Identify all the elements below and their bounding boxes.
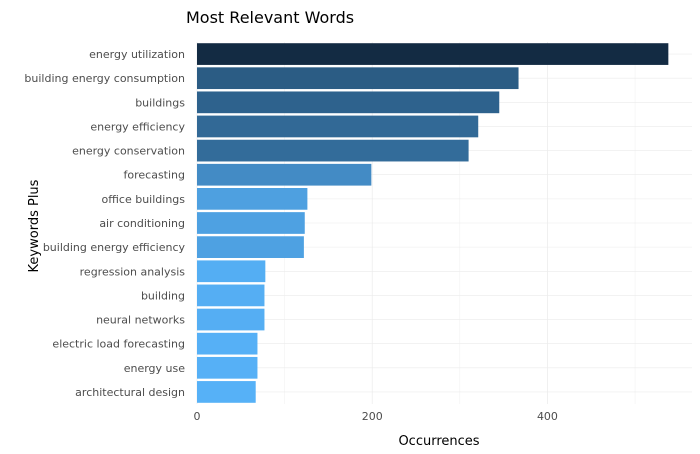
x-tick-labels: 0 200 400 (194, 410, 558, 423)
y-tick-label: buildings (135, 96, 185, 109)
y-tick-label: office buildings (102, 193, 186, 206)
bar (197, 139, 469, 162)
y-tick-label: forecasting (124, 169, 186, 182)
y-tick-label: energy efficiency (90, 120, 185, 133)
bar (197, 43, 669, 65)
x-tick-label: 0 (194, 410, 201, 423)
bar (197, 356, 258, 379)
y-tick-label: regression analysis (80, 265, 186, 278)
chart-title: Most Relevant Words (186, 8, 354, 27)
y-tick-label: building (141, 289, 185, 302)
bar (197, 67, 519, 90)
y-tick-label: building energy efficiency (43, 241, 186, 254)
x-axis-title: Occurrences (398, 434, 479, 449)
bar (197, 212, 305, 234)
y-tick-label: building energy consumption (24, 72, 185, 85)
bar (197, 188, 308, 210)
y-axis-title: Keywords Plus (27, 179, 42, 272)
bar (197, 381, 256, 403)
x-tick-label: 400 (537, 410, 558, 423)
y-tick-labels: energy utilization building energy consum… (24, 48, 185, 399)
bar (197, 332, 258, 355)
bars (197, 43, 669, 403)
bar (197, 163, 372, 186)
bar (197, 308, 265, 331)
bar (197, 236, 304, 258)
y-tick-label: architectural design (75, 386, 185, 399)
y-tick-label: energy use (124, 362, 186, 375)
x-tick-label: 200 (362, 410, 383, 423)
y-tick-label: energy utilization (89, 48, 185, 61)
bar (197, 115, 479, 138)
y-tick-label: air conditioning (99, 217, 185, 230)
y-tick-label: neural networks (96, 314, 185, 327)
bar (197, 91, 500, 114)
bar (197, 260, 266, 283)
y-tick-label: energy conservation (72, 145, 185, 158)
y-tick-label: electric load forecasting (52, 338, 185, 351)
bar (197, 284, 265, 307)
